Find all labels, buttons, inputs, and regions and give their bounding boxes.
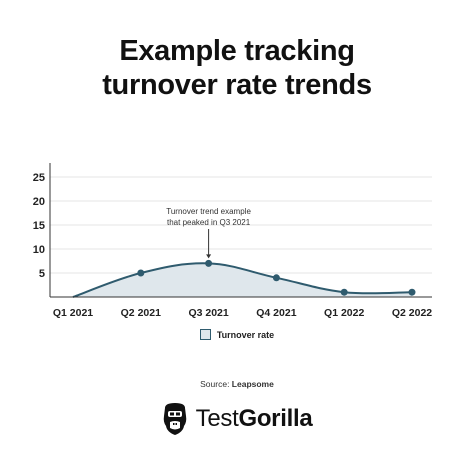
y-tick-label: 5	[39, 268, 45, 280]
series-line	[72, 262, 413, 298]
chart-title: Example tracking turnover rate trends	[0, 34, 474, 102]
title-line-1: Example tracking	[119, 35, 355, 67]
x-tick-label: Q4 2021	[256, 307, 296, 319]
brand-name-light: Test	[195, 405, 239, 432]
brand-name-bold: Gorilla	[238, 405, 313, 432]
legend-swatch	[199, 329, 211, 340]
title-line-2: turnover rate trends	[102, 69, 372, 101]
source-note: Source: Leapsome	[0, 379, 474, 389]
legend-label: Turnover rate	[216, 329, 275, 340]
y-tick-label: 10	[33, 244, 45, 256]
annotation-arrow-head	[206, 254, 212, 259]
x-tick-label: Q3 2021	[188, 307, 228, 319]
data-point	[137, 269, 145, 277]
annotation-line-2: that peaked in Q3 2021	[167, 218, 251, 227]
brand-footer: TestGorilla	[0, 402, 474, 436]
data-point	[408, 288, 416, 296]
x-tick-label: Q1 2022	[324, 307, 364, 319]
annotation-line-1: Turnover trend example	[166, 207, 251, 216]
y-tick-label: 25	[33, 172, 45, 184]
data-point	[205, 259, 213, 267]
source-name: Leapsome	[231, 379, 274, 389]
legend: Turnover rate	[0, 329, 474, 340]
x-tick-label: Q1 2021	[53, 307, 93, 319]
area-fill	[73, 263, 412, 297]
source-prefix: Source:	[200, 379, 232, 389]
y-tick-label: 20	[33, 196, 45, 208]
x-tick-label: Q2 2021	[121, 307, 161, 319]
y-tick-label: 15	[33, 220, 45, 232]
brand-name: TestGorilla	[196, 405, 313, 433]
gorilla-head-icon	[163, 403, 186, 435]
data-point	[340, 288, 348, 296]
data-point	[272, 274, 280, 282]
x-tick-label: Q2 2022	[392, 307, 432, 319]
